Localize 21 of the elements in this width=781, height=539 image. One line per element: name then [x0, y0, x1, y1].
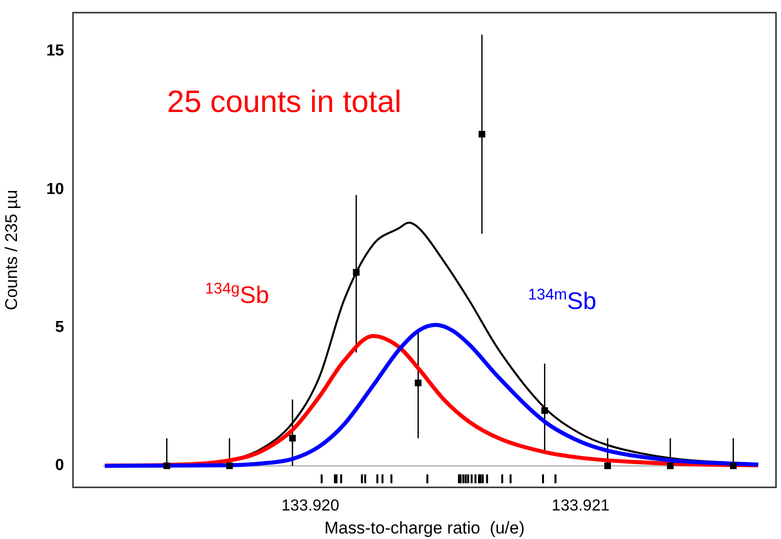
point	[730, 462, 737, 470]
y-tick-label: 5	[55, 319, 64, 336]
point	[541, 407, 548, 414]
point	[226, 462, 233, 470]
text: $^{134g}$Sb	[205, 280, 270, 310]
y-tick-label: 15	[46, 42, 64, 60]
point	[289, 434, 296, 442]
annotation: 25 counts in total	[167, 84, 402, 120]
point	[478, 130, 486, 138]
point	[604, 462, 611, 470]
y-tick-label: 10	[46, 180, 64, 198]
y-tick-label: 0	[55, 457, 64, 474]
x-axis-title: Mass-to-charge ratio (u/e)	[324, 518, 525, 538]
point	[163, 462, 170, 470]
text: $^{134m}$Sb	[528, 286, 596, 316]
point	[352, 269, 360, 276]
x-tick-label: 133.920	[281, 497, 340, 514]
point	[666, 462, 674, 470]
x-tick-label: 133.921	[552, 497, 610, 514]
point	[414, 380, 422, 386]
y-axis-title: Counts / 235 µu	[2, 190, 21, 310]
